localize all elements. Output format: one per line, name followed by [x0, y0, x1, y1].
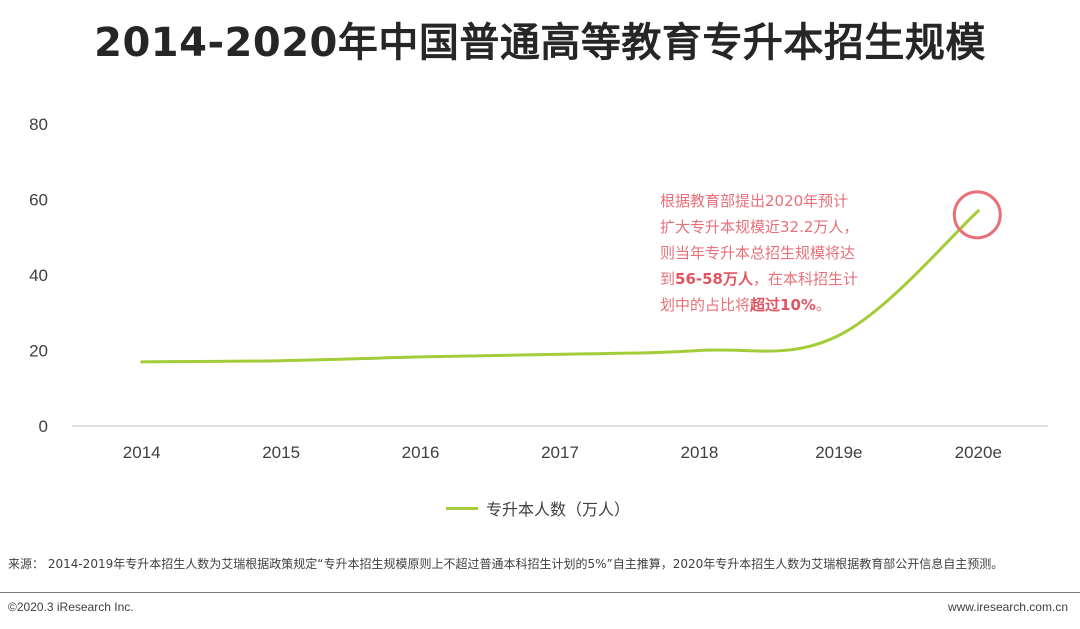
x-tick-label: 2016 [402, 443, 440, 462]
annotation-text: 到 [660, 270, 676, 288]
x-tick-label: 2020e [955, 443, 1002, 462]
x-tick-label: 2015 [262, 443, 300, 462]
annotation-line-1: 根据教育部提出2020年预计 [660, 192, 849, 210]
x-tick-label: 2019e [815, 443, 862, 462]
highlight-circle [952, 190, 1002, 240]
series-line [140, 209, 980, 364]
annotation-text: 。 [815, 296, 831, 314]
legend-label: 专升本人数（万人） [486, 500, 631, 519]
footer-divider [0, 592, 1080, 593]
annotation-line-3: 则当年专升本总招生规模将达 [660, 244, 856, 262]
annotation-line-2: 扩大专升本规模近32.2万人， [660, 218, 859, 236]
copyright-text: ©2020.3 iResearch Inc. [8, 600, 134, 614]
annotation-text: 划中的占比将 [660, 296, 751, 314]
x-axis: 2014 2015 2016 2017 2018 2019e 2020e [72, 425, 1048, 462]
y-tick-label: 0 [39, 417, 48, 436]
x-tick-label: 2018 [681, 443, 719, 462]
annotation-text: ，在本科招生计 [753, 270, 859, 288]
chart-annotation: 根据教育部提出2020年预计 扩大专升本规模近32.2万人， 则当年专升本总招生… [660, 188, 900, 318]
chart-legend: 专升本人数（万人） [446, 496, 630, 520]
website-link[interactable]: www.iresearch.com.cn [947, 600, 1068, 614]
y-tick-label: 60 [29, 191, 48, 210]
series-layer [140, 190, 1002, 364]
y-axis: 0 20 40 60 80 [29, 115, 48, 436]
y-tick-label: 20 [29, 342, 48, 361]
source-note: 来源： 2014-2019年专升本招生人数为艾瑞根据政策规定“专升本招生规模原则… [8, 557, 1004, 571]
annotation-emphasis-share: 超过10% [750, 296, 816, 314]
annotation-emphasis-range: 56-58万人 [675, 270, 753, 288]
legend-swatch [446, 506, 478, 510]
y-tick-label: 40 [29, 266, 48, 285]
annotation-line-4: 到56-58万人，在本科招生计 [660, 266, 900, 292]
x-tick-label: 2017 [541, 443, 579, 462]
x-tick-label: 2014 [123, 443, 161, 462]
annotation-line-5: 划中的占比将超过10%。 [660, 292, 900, 318]
chart-title: 2014-2020年中国普通高等教育专升本招生规模 [94, 20, 986, 66]
y-tick-label: 80 [29, 115, 48, 134]
